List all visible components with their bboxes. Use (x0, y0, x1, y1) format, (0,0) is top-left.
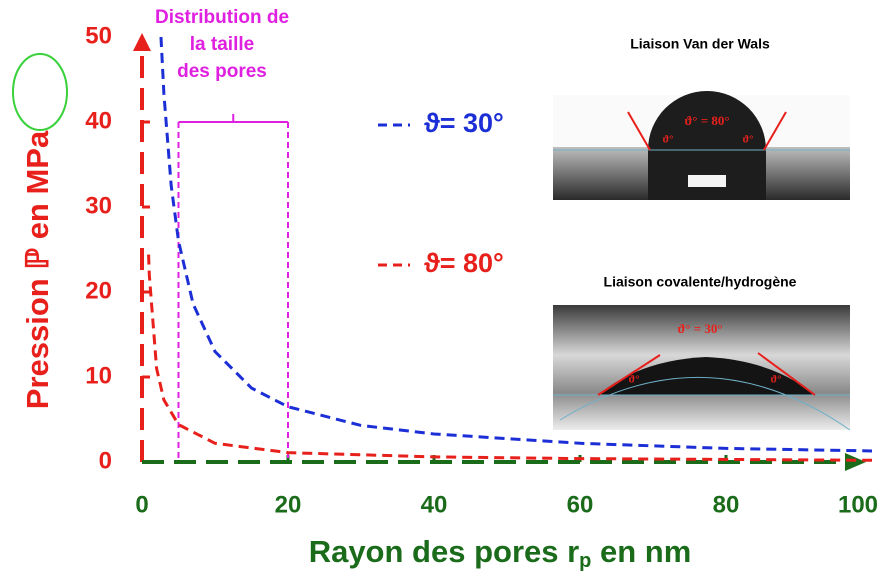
photo-title: Liaison Van der Wals (630, 36, 770, 52)
legend-label: ϑ= 30° (424, 108, 504, 138)
x-tick-label: 60 (567, 491, 594, 518)
range-label: la taille (190, 34, 254, 55)
photo-corner: ϑ° (629, 374, 640, 386)
x-axis-label: Rayon des pores rp en nm (309, 534, 692, 572)
photo-corner: ϑ° (743, 134, 754, 146)
photo-angle: ϑ° = 80° (684, 113, 729, 128)
x-tick-label: 100 (838, 491, 878, 518)
x-tick-label: 80 (713, 491, 740, 518)
photo-corner: ϑ° (663, 134, 674, 146)
photo-title: Liaison covalente/hydrogène (604, 274, 797, 290)
x-axis-label-part: en nm (591, 534, 691, 569)
y-tick-label: 30 (85, 192, 112, 219)
x-tick-label: 20 (275, 491, 302, 518)
legend-label: ϑ= 80° (424, 248, 504, 278)
highlight (12, 53, 68, 131)
photo-corner: ϑ° (771, 374, 782, 386)
y-axis-label-part: Pression ℙ en (20, 195, 55, 410)
y-axis-label-part: MPa (20, 130, 55, 195)
y-tick-label: 20 (85, 277, 112, 304)
y-tick-label: 0 (99, 447, 112, 474)
range-label: des pores (177, 61, 267, 82)
photo (553, 91, 850, 200)
series-line (147, 254, 873, 462)
series-line (159, 36, 873, 453)
y-axis-label: Pression ℙ en MPa (20, 130, 55, 409)
x-axis-label-sub: p (579, 550, 591, 572)
range-bracket (178, 114, 288, 123)
y-tick-label: 10 (85, 362, 112, 389)
y-tick-label: 40 (85, 107, 112, 134)
x-axis-arrow (845, 453, 866, 471)
x-tick-label: 40 (421, 491, 448, 518)
x-tick-label: 0 (135, 491, 148, 518)
x-axis-label-part: Rayon des pores r (309, 534, 579, 569)
photo-angle: ϑ° = 30° (677, 321, 722, 336)
range-label: Distribution de (155, 7, 289, 28)
y-axis-arrow (133, 33, 151, 51)
y-tick-label: 50 (85, 22, 112, 49)
photo (553, 305, 851, 431)
